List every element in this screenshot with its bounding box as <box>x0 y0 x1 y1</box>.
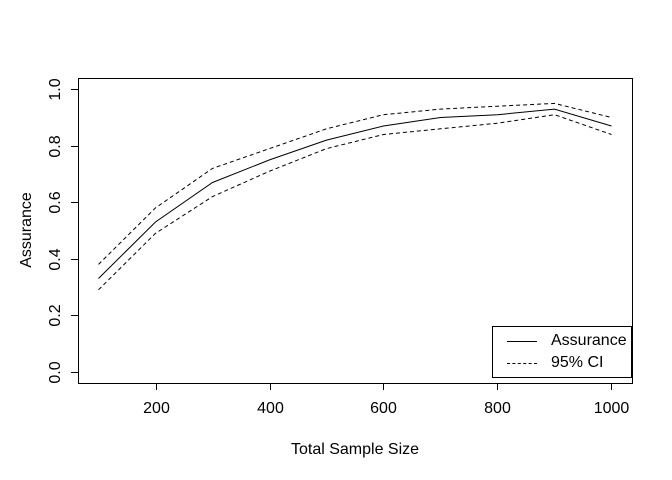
x-tick-label: 1000 <box>594 400 630 417</box>
x-tick-label: 400 <box>257 400 284 417</box>
x-tick-label: 800 <box>484 400 511 417</box>
y-tick-label: 0.0 <box>47 361 64 383</box>
plot-box <box>78 78 633 384</box>
y-tick-label: 1.0 <box>47 78 64 100</box>
legend-item-95ci: 95% CI <box>507 352 631 374</box>
y-tick-label: 0.2 <box>47 304 64 326</box>
x-axis-title: Total Sample Size <box>290 441 420 458</box>
legend-label-95ci: 95% CI <box>551 354 604 371</box>
legend-item-assurance: Assurance <box>507 330 631 352</box>
x-tick-label: 200 <box>143 400 170 417</box>
ci-upper-line <box>98 102 612 265</box>
x-tick-label: 600 <box>370 400 397 417</box>
legend: Assurance 95% CI <box>492 326 632 378</box>
y-tick-label: 0.6 <box>47 191 64 213</box>
assurance-line <box>98 108 612 279</box>
y-axis-title: Assurance <box>18 192 35 268</box>
legend-label-assurance: Assurance <box>551 332 627 349</box>
y-tick-label: 0.8 <box>47 135 64 157</box>
dashed-line-icon <box>507 362 537 364</box>
y-tick-label: 0.4 <box>47 248 64 270</box>
ci-lower-line <box>98 114 612 291</box>
solid-line-icon <box>507 340 537 342</box>
